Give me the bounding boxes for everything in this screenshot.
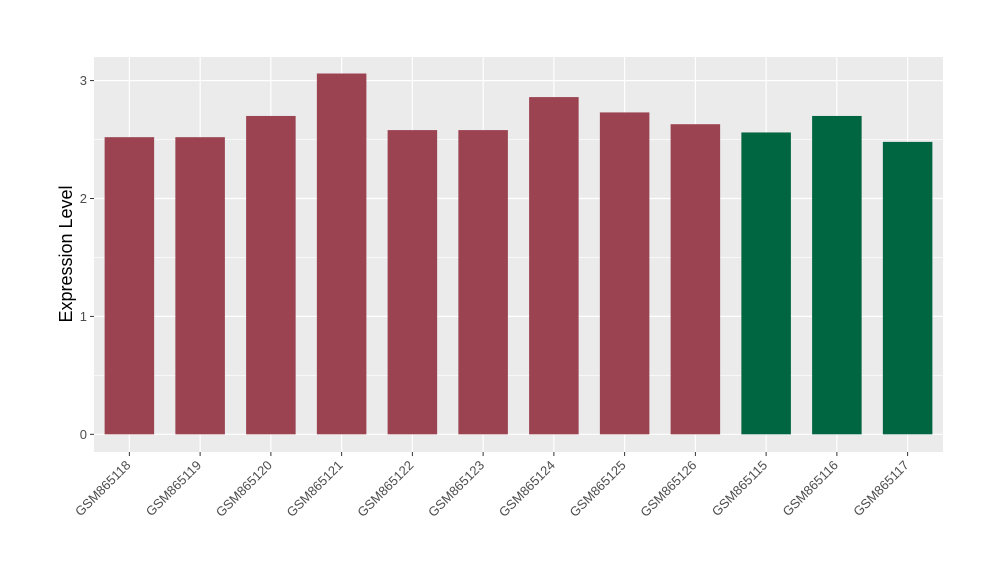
bar-GSM865126: [670, 124, 721, 435]
plot-panel: [94, 57, 943, 452]
bar-GSM865118: [104, 137, 155, 435]
y-tick-label: 1: [80, 309, 87, 324]
bar-GSM865119: [175, 137, 225, 435]
x-tick-label: GSM865118: [72, 458, 134, 520]
x-tick-label: GSM865117: [850, 458, 912, 520]
bar-GSM865120: [246, 115, 296, 435]
x-tick-label: GSM865116: [779, 458, 841, 520]
bar-GSM865117: [882, 141, 933, 435]
x-tick-label: GSM865125: [567, 458, 629, 520]
x-tick-label: GSM865121: [284, 458, 346, 520]
y-tick-label: 0: [80, 427, 87, 442]
bars: [104, 73, 933, 435]
bar-GSM865124: [529, 97, 579, 435]
bar-GSM865121: [316, 73, 367, 435]
bar-GSM865123: [458, 130, 508, 435]
y-axis-title: Expression Level: [56, 185, 76, 322]
x-tick-label: GSM865115: [709, 458, 771, 520]
bar-GSM865115: [741, 132, 791, 435]
x-tick-label: GSM865124: [496, 458, 558, 520]
y-tick-label: 3: [80, 73, 87, 88]
x-tick-label: GSM865122: [354, 458, 416, 520]
y-tick-label: 2: [80, 191, 87, 206]
x-tick-label: GSM865126: [637, 458, 699, 520]
x-tick-label: GSM865123: [425, 458, 487, 520]
bar-GSM865122: [387, 130, 438, 435]
bar-GSM865116: [812, 115, 862, 435]
x-axis: GSM865118 GSM865119 GSM865120 GSM865121 GSM8…: [72, 452, 912, 520]
y-axis: 0 1 2 3: [80, 73, 94, 442]
x-tick-label: GSM865119: [143, 458, 205, 520]
bar-GSM865125: [599, 112, 650, 435]
x-tick-label: GSM865120: [213, 458, 275, 520]
